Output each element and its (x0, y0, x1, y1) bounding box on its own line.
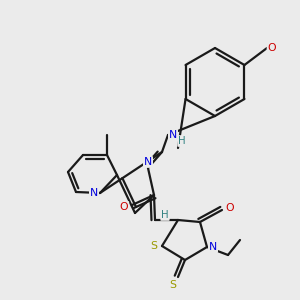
Text: N: N (144, 157, 152, 167)
Text: O: O (268, 43, 276, 53)
Text: O: O (120, 202, 128, 212)
Text: H: H (178, 136, 186, 146)
Text: H: H (161, 210, 169, 220)
Text: S: S (151, 241, 158, 251)
Text: O: O (268, 43, 276, 53)
Text: N: N (209, 242, 217, 252)
Text: S: S (169, 280, 176, 290)
Text: O: O (226, 203, 234, 213)
Text: N: N (169, 130, 177, 140)
Text: N: N (90, 188, 98, 198)
